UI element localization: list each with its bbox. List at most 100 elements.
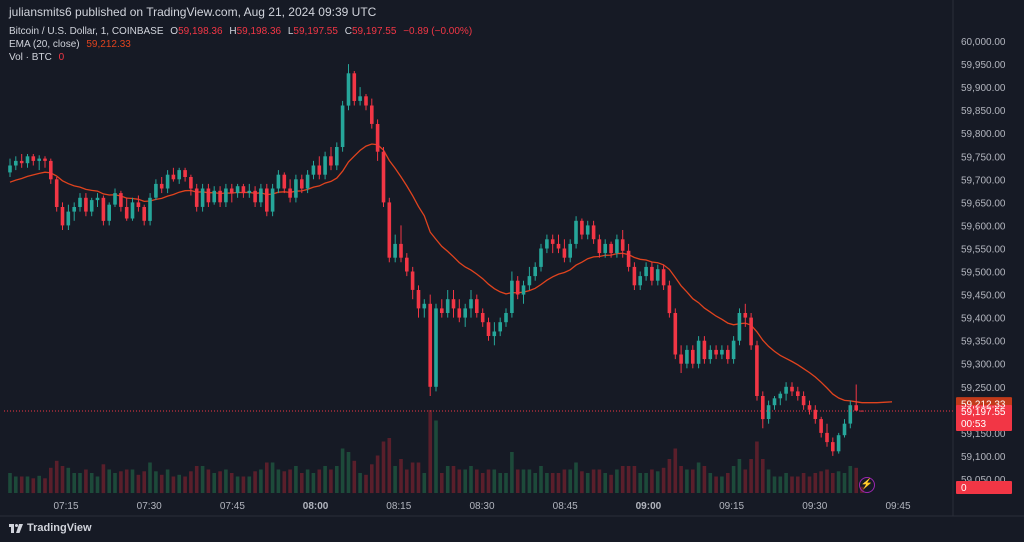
y-tick-label: 59,700.00 xyxy=(961,175,1006,186)
volume-bar xyxy=(515,469,520,493)
candle-body xyxy=(772,398,777,406)
volume-bar xyxy=(212,473,216,493)
candle-body xyxy=(317,165,322,175)
candle-body xyxy=(66,211,71,226)
volume-bar xyxy=(626,466,631,493)
candle-body xyxy=(130,202,135,219)
volume-bar xyxy=(422,473,427,493)
candle-body xyxy=(831,442,835,452)
candle-body xyxy=(585,225,590,235)
y-tick-label: 59,900.00 xyxy=(961,83,1006,94)
volume-bar xyxy=(136,474,141,494)
volume-bar xyxy=(54,460,59,494)
x-tick-label: 09:30 xyxy=(802,501,827,512)
open-value: 59,198.36 xyxy=(178,26,223,37)
volume-bar xyxy=(667,459,672,493)
volume-bar xyxy=(329,469,333,493)
candle-body xyxy=(819,419,823,433)
candle-body xyxy=(836,435,841,452)
candle-body xyxy=(241,186,246,194)
candle-body xyxy=(434,308,438,387)
symbol-label[interactable]: Bitcoin / U.S. Dollar, 1, COINBASE xyxy=(9,26,164,37)
candle-body xyxy=(101,197,106,221)
volume-bar xyxy=(440,473,444,493)
volume-bar xyxy=(486,469,491,493)
volume-bar xyxy=(825,469,829,493)
x-tick-label: 07:45 xyxy=(220,501,245,512)
candle-body xyxy=(154,183,158,198)
candle-body xyxy=(335,147,339,166)
last-price-tag-text: 59,197.55 xyxy=(961,407,1006,418)
candle-body xyxy=(591,225,596,240)
volume-bar xyxy=(14,476,18,493)
candle-body xyxy=(480,313,485,323)
candle-body xyxy=(124,207,129,219)
candle-body xyxy=(691,349,695,364)
ema-label[interactable]: EMA (20, close) xyxy=(9,39,80,50)
candle-body xyxy=(597,239,602,254)
volume-bar xyxy=(358,473,362,493)
volume-bar xyxy=(31,478,36,494)
candle-body xyxy=(813,409,818,419)
candle-body xyxy=(708,349,713,360)
volume-bar xyxy=(480,473,485,493)
candle-body xyxy=(375,124,380,152)
candle-body xyxy=(580,220,584,235)
brand-label: TradingView xyxy=(27,522,92,534)
candle-body xyxy=(533,266,537,277)
x-tick-label: 08:00 xyxy=(303,501,329,512)
candle-body xyxy=(119,193,123,207)
volume-bar xyxy=(124,469,129,493)
candle-body xyxy=(766,405,771,419)
volume-bar xyxy=(66,467,71,494)
candle-body xyxy=(562,248,567,258)
volume-bar xyxy=(60,466,65,493)
candle-body xyxy=(31,156,36,161)
candle-body xyxy=(422,303,427,309)
y-tick-label: 59,300.00 xyxy=(961,360,1006,371)
x-tick-label: 09:45 xyxy=(885,501,910,512)
volume-bar xyxy=(276,469,281,493)
tradingview-brand[interactable]: TradingView xyxy=(9,522,92,534)
volume-bar xyxy=(831,473,835,493)
volume-bar xyxy=(562,469,567,493)
y-tick-label: 59,250.00 xyxy=(961,383,1006,394)
x-tick-label: 07:30 xyxy=(137,501,162,512)
candle-body xyxy=(743,313,748,318)
candle-body xyxy=(405,257,409,272)
volume-bar xyxy=(475,469,479,493)
volume-bar xyxy=(545,473,549,493)
x-tick-label: 08:15 xyxy=(386,501,411,512)
candle-body xyxy=(784,386,788,394)
candle-body xyxy=(445,299,450,313)
tradingview-logo-icon xyxy=(9,523,23,533)
ema-value: 59,212.33 xyxy=(86,39,131,50)
volume-bar xyxy=(49,467,53,494)
volume-bar xyxy=(644,473,648,493)
volume-bar xyxy=(661,467,666,494)
candle-body xyxy=(673,313,678,355)
volume-bar xyxy=(591,469,596,493)
volume-bar xyxy=(247,476,252,493)
volume-bar xyxy=(568,469,572,493)
candle-body xyxy=(393,243,397,258)
lightning-bolt-icon[interactable]: ⚡ xyxy=(859,477,875,493)
last-price-tag xyxy=(956,404,1012,431)
close-label: C xyxy=(344,26,352,37)
volume-bar xyxy=(807,476,812,493)
candle-body xyxy=(550,239,555,244)
candle-body xyxy=(632,266,637,286)
volume-bar xyxy=(842,473,847,493)
candle-body xyxy=(609,243,613,254)
volume-label[interactable]: Vol · BTC xyxy=(9,52,52,63)
candle-body xyxy=(218,190,222,203)
volume-bar xyxy=(696,462,701,493)
candle-body xyxy=(311,165,316,175)
candle-body xyxy=(212,190,216,203)
candle-body xyxy=(270,188,275,212)
candle-body xyxy=(761,396,765,420)
candle-body xyxy=(171,174,176,180)
candle-body xyxy=(469,299,473,309)
volume-bar xyxy=(405,469,409,493)
